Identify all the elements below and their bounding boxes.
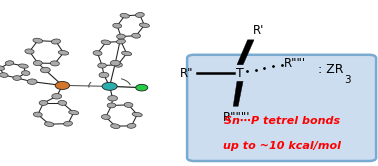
Ellipse shape [50, 61, 59, 66]
Ellipse shape [111, 124, 120, 128]
Ellipse shape [136, 84, 148, 91]
Ellipse shape [132, 112, 142, 117]
Ellipse shape [127, 123, 136, 128]
Ellipse shape [69, 110, 79, 115]
Ellipse shape [40, 67, 50, 73]
Ellipse shape [52, 93, 62, 99]
Ellipse shape [19, 64, 28, 68]
Text: T: T [236, 67, 244, 80]
Ellipse shape [117, 34, 125, 39]
Text: Sn⋯P tetrel bonds: Sn⋯P tetrel bonds [223, 116, 340, 126]
Text: R": R" [180, 67, 194, 80]
Ellipse shape [101, 40, 110, 45]
Polygon shape [237, 40, 254, 65]
Ellipse shape [132, 33, 141, 38]
Ellipse shape [0, 73, 8, 77]
Ellipse shape [110, 60, 120, 66]
Text: R""': R""' [284, 57, 306, 70]
Ellipse shape [139, 23, 149, 27]
Ellipse shape [108, 96, 118, 101]
Ellipse shape [120, 13, 129, 18]
Ellipse shape [39, 100, 48, 105]
Ellipse shape [33, 112, 42, 117]
Text: R"""': R"""' [223, 111, 250, 124]
Polygon shape [233, 81, 243, 106]
Ellipse shape [33, 61, 42, 66]
Ellipse shape [51, 39, 60, 44]
Ellipse shape [98, 63, 106, 68]
Ellipse shape [101, 115, 110, 120]
Ellipse shape [45, 122, 54, 126]
Text: : ZR: : ZR [318, 63, 343, 76]
Ellipse shape [55, 82, 70, 89]
Ellipse shape [116, 39, 125, 44]
FancyBboxPatch shape [187, 55, 376, 161]
Ellipse shape [124, 102, 133, 107]
Ellipse shape [22, 71, 30, 75]
Ellipse shape [0, 66, 5, 70]
Ellipse shape [25, 49, 34, 54]
Text: R': R' [253, 24, 265, 37]
Text: 3: 3 [344, 75, 351, 85]
Ellipse shape [102, 82, 117, 90]
Ellipse shape [58, 100, 67, 105]
Ellipse shape [13, 76, 21, 80]
Ellipse shape [99, 72, 109, 78]
Ellipse shape [113, 62, 122, 67]
Ellipse shape [135, 12, 144, 17]
Ellipse shape [64, 121, 73, 126]
Ellipse shape [122, 51, 132, 56]
Ellipse shape [5, 61, 14, 65]
Ellipse shape [107, 103, 116, 108]
Ellipse shape [58, 50, 69, 55]
Text: up to ~10 kcal/mol: up to ~10 kcal/mol [223, 141, 341, 151]
Ellipse shape [93, 51, 102, 56]
Ellipse shape [27, 79, 37, 84]
Ellipse shape [33, 38, 43, 43]
Ellipse shape [113, 23, 122, 28]
